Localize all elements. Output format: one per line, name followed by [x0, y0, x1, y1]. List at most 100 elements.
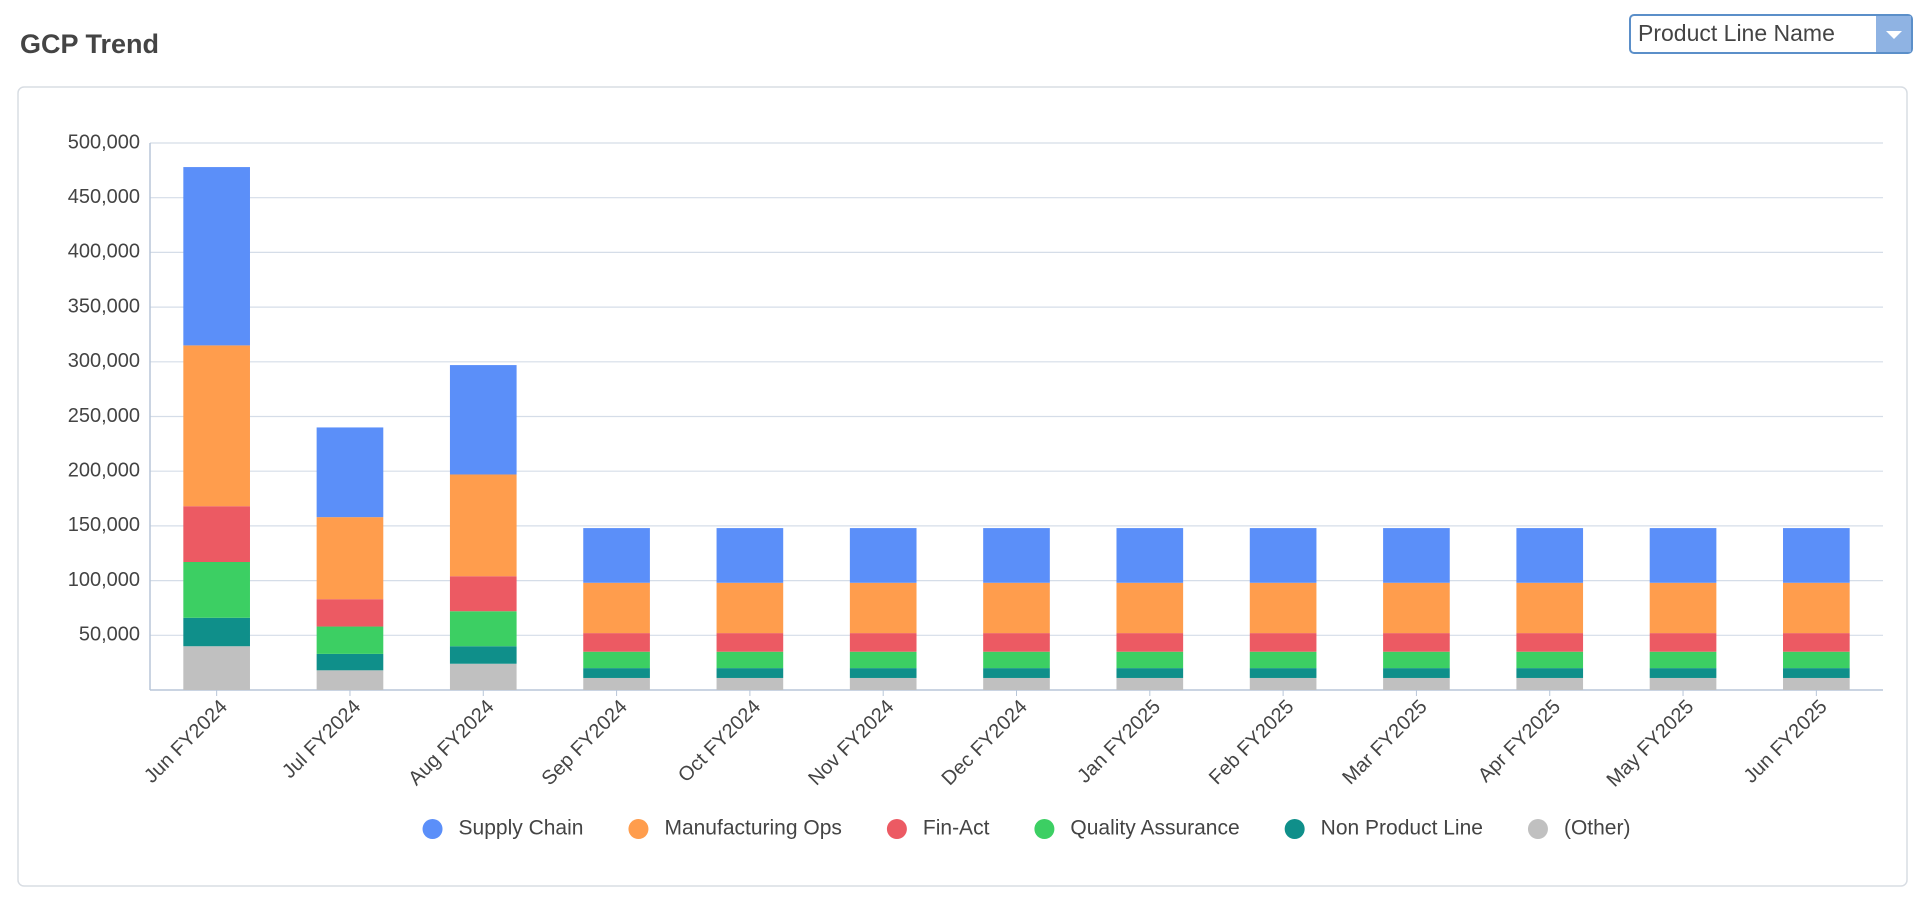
bar-segment	[449, 646, 517, 664]
bar-segment	[1249, 668, 1317, 678]
bar-segment	[1116, 668, 1184, 678]
bar-segment	[1516, 668, 1584, 678]
y-tick-label: 200,000	[68, 459, 140, 481]
chart-title: GCP Trend	[20, 29, 159, 59]
bar-segment	[183, 562, 250, 618]
bar-segment	[583, 582, 650, 634]
bar-segment	[849, 582, 917, 634]
bar-segment	[1383, 651, 1450, 669]
bar-segment	[849, 633, 917, 652]
y-tick-label: 350,000	[68, 295, 140, 317]
bar-segment	[716, 651, 784, 669]
dropdown-box[interactable]	[1629, 14, 1913, 54]
legend: Supply Chain Manufacturing Ops Fin-Act Qual…	[422, 817, 1631, 840]
legend-marker	[886, 819, 907, 839]
legend-label: (Other)	[1564, 817, 1631, 840]
bar-segment	[1516, 528, 1584, 583]
dropdown[interactable]: Product Line Name	[1629, 14, 1913, 54]
bar-segment	[849, 677, 917, 690]
bar-segment	[849, 668, 917, 678]
bar-segment	[583, 651, 650, 669]
bar-segment	[716, 677, 784, 690]
bar-segment	[316, 670, 384, 690]
bar-segment	[1116, 528, 1184, 583]
legend-label: Fin-Act	[923, 817, 990, 840]
y-tick-label: 100,000	[68, 569, 140, 591]
bar-segment	[716, 528, 784, 583]
bar-segment	[1116, 677, 1184, 690]
bar-segment	[983, 633, 1050, 652]
bar-segment	[983, 651, 1050, 669]
bar-segment	[316, 653, 384, 671]
bar-segment	[1116, 633, 1184, 652]
bar-segment	[1249, 651, 1317, 669]
y-tick-label: 500,000	[68, 131, 140, 153]
bar-segment	[1783, 668, 1850, 678]
legend-label: Quality Assurance	[1070, 817, 1239, 840]
bar-segment	[316, 626, 384, 654]
bar-segment	[1783, 677, 1850, 690]
bar-segment	[1116, 582, 1184, 634]
bar-segment	[849, 651, 917, 669]
y-tick-label: 300,000	[68, 350, 140, 372]
bar-segment	[1249, 633, 1317, 652]
bar-segment	[1383, 633, 1450, 652]
bar-segment	[983, 668, 1050, 678]
y-tick-label: 450,000	[68, 186, 140, 208]
bar-segment	[1249, 677, 1317, 690]
bar-segment	[1783, 651, 1850, 669]
bar-segment	[1649, 677, 1717, 690]
bar-segment	[583, 668, 650, 678]
bar-segment	[1516, 677, 1584, 690]
bar-segment	[1649, 528, 1717, 583]
bar-segment	[983, 528, 1050, 583]
bar-segment	[983, 582, 1050, 634]
y-tick-label: 400,000	[68, 241, 140, 263]
bar-segment	[583, 677, 650, 690]
legend-marker	[1034, 819, 1055, 839]
bar-segment	[716, 668, 784, 678]
bar-segment	[1249, 528, 1317, 583]
bar-segment	[183, 617, 250, 647]
bar-segment	[1383, 582, 1450, 634]
legend-marker	[1527, 819, 1548, 839]
y-tick-label: 250,000	[68, 405, 140, 427]
y-tick-label: 50,000	[79, 624, 140, 646]
bar-segment	[449, 576, 517, 612]
legend-label: Supply Chain	[459, 817, 584, 840]
bar-segment	[449, 663, 517, 690]
bar-segment	[716, 582, 784, 634]
bar-segment	[1383, 677, 1450, 690]
bar-segment	[1249, 582, 1317, 634]
legend-marker	[628, 819, 649, 839]
bar-segment	[1649, 651, 1717, 669]
legend-marker	[422, 819, 443, 839]
bar-segment	[316, 427, 384, 518]
bar-segment	[449, 365, 517, 475]
bar-segment	[316, 517, 384, 600]
legend-label: Non Product Line	[1321, 817, 1483, 840]
bar-segment	[1649, 668, 1717, 678]
bar-segment	[1783, 633, 1850, 652]
bar-segment	[583, 633, 650, 652]
bar-segment	[1516, 651, 1584, 669]
bar-segment	[1649, 582, 1717, 634]
bar-segment	[1383, 668, 1450, 678]
bar-segment	[449, 474, 517, 577]
bar-segment	[183, 345, 250, 507]
bar-segment	[449, 611, 517, 647]
bar-segment	[583, 528, 650, 583]
bar-segment	[183, 646, 250, 690]
bar-segment	[183, 167, 250, 346]
bar-segment	[849, 528, 917, 583]
bar-segment	[1383, 528, 1450, 583]
bar-segment	[1783, 528, 1850, 583]
y-tick-label: 150,000	[68, 514, 140, 536]
dropdown-arrow	[1886, 31, 1902, 39]
legend-label: Manufacturing Ops	[664, 817, 841, 840]
dropdown-label: Product Line Name	[1638, 20, 1835, 46]
bar-segment	[983, 677, 1050, 690]
bar-segment	[716, 633, 784, 652]
